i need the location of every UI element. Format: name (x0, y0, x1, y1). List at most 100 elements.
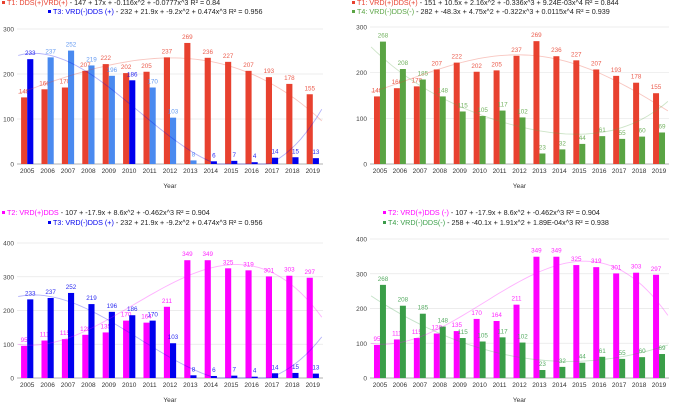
bar-0 (413, 338, 420, 378)
bar-1 (639, 136, 646, 164)
y-tick-label: 400 (3, 241, 14, 248)
data-label: 23 (539, 361, 547, 368)
x-tick-label: 2015 (224, 382, 239, 389)
data-label: 7 (233, 152, 237, 159)
bar-0 (573, 60, 580, 164)
legend-swatch (48, 221, 51, 224)
data-label: 135 (100, 323, 111, 330)
bar-0 (413, 86, 420, 164)
bar-0 (286, 83, 293, 164)
x-tick-label: 2011 (143, 168, 157, 175)
data-label: 148 (437, 318, 448, 325)
bar-1 (231, 160, 238, 164)
y-tick-label: 300 (356, 271, 367, 278)
data-label: 32 (559, 140, 567, 147)
data-label: 7 (233, 367, 237, 374)
bar-1 (579, 143, 586, 164)
data-label: 301 (264, 267, 275, 274)
bar-0 (184, 260, 191, 378)
bar-0 (433, 69, 440, 164)
bar-1 (519, 117, 526, 164)
bar-0 (204, 260, 211, 378)
data-label: 13 (312, 365, 320, 372)
x-tick-label: 2007 (61, 168, 76, 175)
x-axis-title: Year (163, 397, 177, 403)
bar-1 (149, 320, 156, 378)
x-tick-label: 2019 (306, 382, 321, 389)
data-label: 103 (168, 109, 179, 116)
x-tick-label: 2008 (81, 382, 96, 389)
data-label: 325 (571, 256, 582, 263)
data-label: 303 (284, 267, 295, 274)
bar-0 (433, 333, 440, 378)
x-tick-label: 2006 (40, 382, 55, 389)
bar-1 (231, 375, 238, 378)
data-label: 207 (243, 62, 254, 69)
data-label: 319 (243, 261, 254, 268)
data-label: 23 (539, 144, 547, 151)
data-label: 6 (212, 367, 216, 374)
x-tick-label: 2010 (472, 382, 487, 389)
x-tick-label: 2012 (512, 168, 527, 175)
x-axis-title: Year (513, 183, 527, 190)
data-label: 227 (223, 53, 234, 60)
y-tick-label: 200 (3, 308, 14, 315)
data-label: 166 (39, 80, 50, 87)
x-tick-label: 2017 (265, 382, 280, 389)
bar-0 (473, 318, 480, 378)
bar-1 (27, 299, 34, 378)
x-tick-label: 2007 (61, 382, 76, 389)
bar-0 (393, 88, 400, 164)
trendline-1 (18, 294, 323, 379)
bar-1 (659, 354, 666, 378)
bar-0 (633, 272, 640, 378)
x-tick-label: 2019 (652, 382, 667, 389)
bar-0 (102, 332, 109, 378)
legend-entry: T4: VRD(-)DDS(-) - 258 + -40.1x + 1.91x^… (388, 218, 609, 227)
bar-0 (653, 274, 660, 378)
bar-0 (61, 339, 68, 378)
bar-1 (619, 358, 626, 378)
bar-1 (47, 57, 54, 164)
data-label: 219 (86, 295, 97, 302)
data-label: 186 (127, 71, 138, 78)
bar-0 (41, 340, 48, 378)
data-label: 117 (498, 328, 509, 335)
bar-1 (619, 138, 626, 164)
x-tick-label: 2013 (183, 382, 198, 389)
data-label: 15 (292, 148, 300, 155)
bar-0 (245, 270, 252, 378)
data-label: 205 (491, 61, 502, 68)
y-tick-label: 200 (356, 306, 367, 313)
bar-1 (68, 292, 75, 378)
x-tick-label: 2007 (413, 382, 428, 389)
x-tick-label: 2005 (373, 168, 388, 175)
data-label: 170 (147, 79, 158, 86)
data-label: 252 (66, 42, 77, 49)
data-label: 211 (162, 298, 173, 305)
data-label: 4 (253, 368, 257, 375)
x-tick-label: 2015 (224, 168, 239, 175)
data-label: 301 (611, 264, 622, 271)
data-label: 233 (25, 290, 36, 297)
bar-0 (123, 73, 130, 164)
data-label: 219 (86, 56, 97, 63)
x-tick-label: 2019 (306, 168, 321, 175)
bar-1 (479, 116, 486, 164)
x-tick-label: 2005 (373, 382, 388, 389)
x-tick-label: 2016 (244, 168, 259, 175)
bar-0 (613, 75, 620, 164)
data-label: 207 (432, 60, 443, 67)
data-label: 115 (412, 329, 423, 336)
data-label: 319 (591, 258, 602, 265)
x-tick-label: 2006 (393, 382, 408, 389)
data-label: 207 (591, 60, 602, 67)
data-label: 44 (579, 135, 587, 142)
x-tick-label: 2018 (285, 382, 300, 389)
x-tick-label: 2008 (433, 382, 448, 389)
bar-0 (306, 94, 313, 164)
x-tick-label: 2009 (102, 382, 117, 389)
x-tick-label: 2014 (552, 382, 567, 389)
data-label: 303 (631, 264, 642, 271)
data-label: 111 (40, 332, 50, 339)
